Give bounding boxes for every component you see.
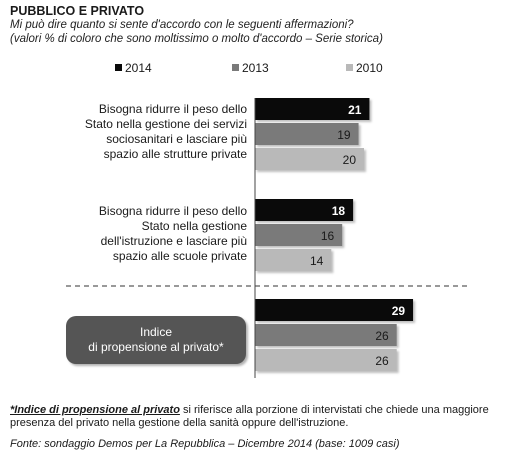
data-label-2013-cat3: 26 [375,329,389,343]
source-note: Fonte: sondaggio Demos per La Repubblica… [10,438,400,450]
category-label-3-line1: Indice [140,325,172,339]
footnote: *Indice di propensione al privato si rif… [10,404,515,430]
legend-swatch-2010 [346,64,353,71]
bar-2014-cat3 [255,299,414,321]
bar-2013-cat3 [255,324,397,346]
legend-label-2010: 2010 [356,61,383,75]
category-label-1-line3: sociosanitari e lasciare più [106,132,247,146]
legend-label-2013: 2013 [242,61,269,75]
data-label-2014-cat1: 21 [348,103,362,117]
data-label-2014-cat3: 29 [392,304,406,318]
bar-2013-cat2 [255,224,343,246]
category-label-2-line1: Bisogna ridurre il peso dello [99,204,247,218]
data-label-2010-cat2: 14 [310,254,324,268]
bar-2010-cat2 [255,249,332,271]
legend-swatch-2014 [115,64,122,71]
data-label-2013-cat2: 16 [321,229,335,243]
legend-label-2014: 2014 [125,61,152,75]
bar-2014-cat2 [255,199,354,221]
category-label-1-line4: spazio alle strutture private [104,147,248,161]
chart-subtitle-question: Mi può dire quanto si sente d'accordo co… [10,19,354,31]
data-label-2013-cat1: 19 [337,128,351,142]
footnote-key: *Indice di propensione al privato [10,404,180,416]
footnote-text: si riferisce alla porzione di intervista… [10,404,489,429]
category-label-1-line1: Bisogna ridurre il peso dello [99,102,247,116]
bar-chart: 2014 2013 2010 Bisogna ridurre il peso del… [66,61,470,378]
chart-title: PUBBLICO E PRIVATO [10,4,145,18]
category-label-3-line2: di propensione al privato* [88,340,224,354]
category-label-1-line2: Stato nella gestione dei servizi [85,117,247,131]
data-label-2010-cat1: 20 [343,153,357,167]
legend-swatch-2013 [232,64,239,71]
data-label-2014-cat2: 18 [332,204,346,218]
index-label-box [66,316,246,364]
data-label-2010-cat3: 26 [375,354,389,368]
bar-2014-cat1 [255,98,370,120]
chart-legend: 2014 2013 2010 [115,61,383,75]
chart-subtitle-note: (valori % di coloro che sono moltissimo … [10,33,383,45]
category-label-2-line3: dell'istruzione e lasciare più [101,234,247,248]
bar-2013-cat1 [255,123,359,145]
category-label-2-line4: spazio alle scuole private [113,249,247,263]
bar-2010-cat1 [255,148,364,170]
bar-2010-cat3 [255,349,397,371]
category-label-2-line2: Stato nella gestione [142,219,248,233]
